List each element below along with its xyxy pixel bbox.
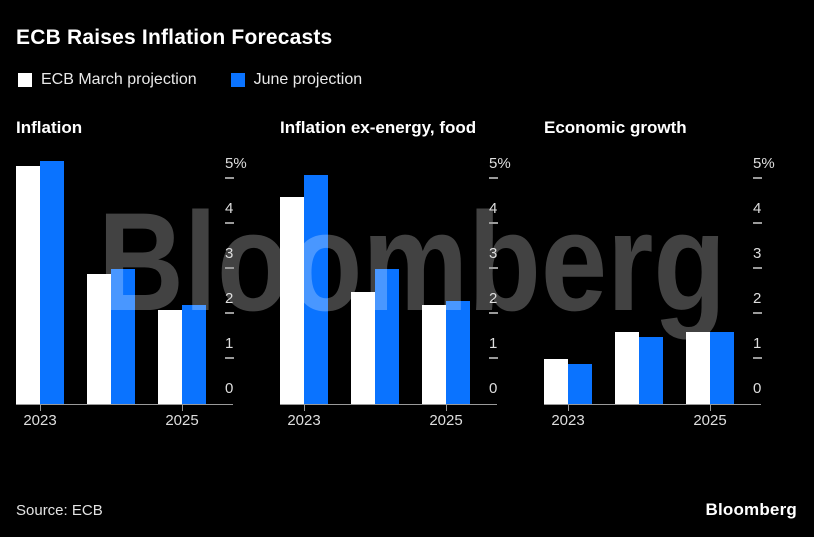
- x-tick: [446, 405, 447, 411]
- bar-2025-march: [158, 309, 182, 404]
- y-axis-label: 3: [753, 245, 762, 262]
- bar-2024-june: [111, 269, 135, 404]
- x-tick: [710, 405, 711, 411]
- y-tick-dash: [753, 312, 762, 314]
- y-axis-label: 1: [225, 335, 234, 352]
- march-swatch-icon: [18, 73, 32, 87]
- y-axis-label: 5%: [753, 155, 775, 172]
- y-tick-dash: [489, 222, 498, 224]
- y-axis-label: 2: [225, 290, 234, 307]
- panel-title: Inflation ex-energy, food: [280, 118, 477, 137]
- y-tick-dash: [753, 267, 762, 269]
- y-tick-dash: [225, 177, 234, 179]
- x-axis-line: [16, 404, 233, 405]
- x-tick: [304, 405, 305, 411]
- bloomberg-logo: Bloomberg: [705, 500, 797, 519]
- x-axis-label: 2025: [693, 412, 727, 429]
- chart-title: ECB Raises Inflation Forecasts: [16, 26, 333, 49]
- panel-economic-growth: Economic growth 2023 2025 5% 4 3 2 1 0: [544, 112, 796, 448]
- bar-2023-march: [280, 197, 304, 404]
- x-axis-label: 2025: [165, 412, 199, 429]
- y-axis-label: 4: [225, 200, 234, 217]
- bar-2025-june: [446, 300, 470, 404]
- y-tick-dash: [753, 222, 762, 224]
- x-axis-label: 2023: [23, 412, 57, 429]
- panel-title: Inflation: [16, 118, 83, 137]
- x-axis-label: 2025: [429, 412, 463, 429]
- y-tick-dash: [489, 177, 498, 179]
- y-axis-label: 5%: [489, 155, 511, 172]
- y-axis-label: 0: [225, 380, 234, 397]
- panel-inflation: Inflation 2023 2025 5% 4 3 2 1 0: [16, 112, 268, 448]
- x-axis-line: [544, 404, 761, 405]
- june-swatch-icon: [230, 73, 245, 87]
- bar-2023-june: [304, 174, 328, 404]
- x-tick: [40, 405, 41, 411]
- bar-2024-march: [87, 273, 111, 404]
- legend-label-march: ECB March projection: [41, 71, 197, 88]
- y-tick-dash: [753, 177, 762, 179]
- y-tick-dash: [225, 222, 234, 224]
- y-tick-dash: [225, 312, 234, 314]
- y-axis-label: 2: [753, 290, 762, 307]
- legend-label-june: June projection: [253, 71, 363, 88]
- y-tick-dash: [225, 357, 234, 359]
- bar-2023-june: [40, 161, 64, 404]
- bar-2025-june: [710, 332, 734, 404]
- bar-2024-march: [351, 291, 375, 404]
- legend: ECB March projection June projection: [18, 71, 362, 89]
- y-tick-dash: [489, 312, 498, 314]
- bar-2024-march: [615, 332, 639, 404]
- bar-2023-march: [16, 165, 40, 404]
- y-axis-label: 3: [225, 245, 234, 262]
- x-tick: [568, 405, 569, 411]
- bar-2023-june: [568, 363, 592, 404]
- bar-2025-march: [422, 305, 446, 404]
- panel-title: Economic growth: [544, 118, 687, 137]
- y-tick-dash: [489, 267, 498, 269]
- x-axis-label: 2023: [551, 412, 585, 429]
- y-tick-dash: [489, 357, 498, 359]
- bar-2023-march: [544, 359, 568, 404]
- y-axis-label: 4: [489, 200, 498, 217]
- legend-item-march: ECB March projection: [18, 71, 197, 89]
- panel-inflation-ex-energy-food: Inflation ex-energy, food 2023 2025 5% 4 3 2 1 0: [280, 112, 532, 448]
- y-axis-label: 2: [489, 290, 498, 307]
- y-axis-label: 3: [489, 245, 498, 262]
- x-axis-label: 2023: [287, 412, 321, 429]
- y-axis-label: 1: [753, 335, 762, 352]
- bar-2024-june: [639, 336, 663, 404]
- legend-item-june: June projection: [230, 71, 363, 89]
- y-tick-dash: [225, 267, 234, 269]
- bar-2024-june: [375, 269, 399, 404]
- y-axis-label: 1: [489, 335, 498, 352]
- y-axis-label: 0: [753, 380, 762, 397]
- y-axis-label: 0: [489, 380, 498, 397]
- x-axis-line: [280, 404, 497, 405]
- y-axis-label: 4: [753, 200, 762, 217]
- y-axis-label: 5%: [225, 155, 247, 172]
- bar-2025-march: [686, 332, 710, 404]
- y-tick-dash: [753, 357, 762, 359]
- bar-2025-june: [182, 305, 206, 404]
- x-tick: [182, 405, 183, 411]
- source-attribution: Source: ECB: [16, 502, 103, 519]
